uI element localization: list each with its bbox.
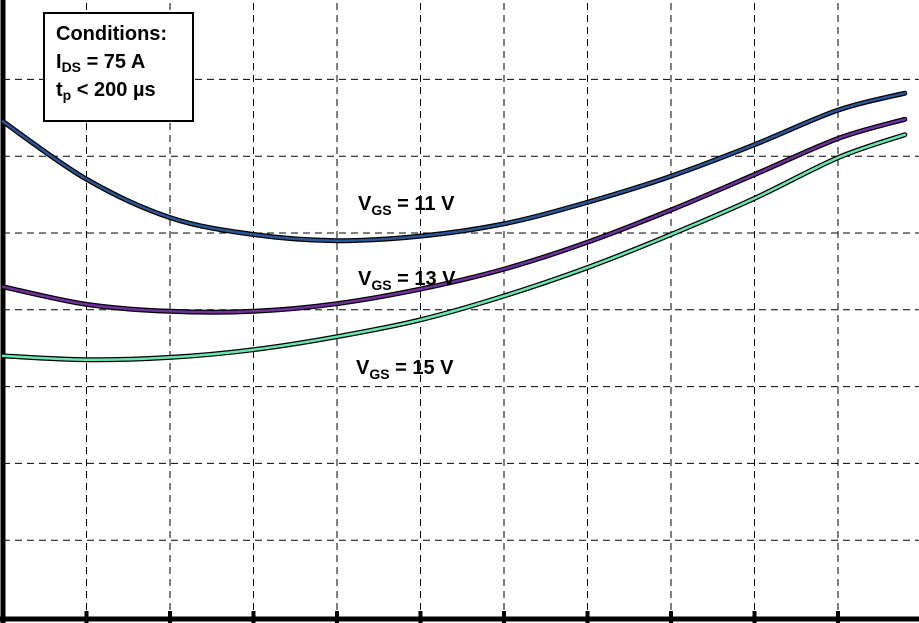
series-label-vgs-11v: VGS = 11 V bbox=[358, 193, 455, 218]
conditions-heading: Conditions: bbox=[56, 23, 168, 45]
conditions-pulse-symbol: t bbox=[56, 79, 63, 101]
conditions-current-value: = 75 A bbox=[81, 51, 146, 73]
conditions-current-symbol: I bbox=[56, 51, 62, 73]
conditions-current: IDS = 75 A bbox=[56, 48, 192, 76]
series-label-vgs-13v: VGS = 13 V bbox=[358, 268, 456, 293]
series-line-vgs-13v bbox=[1, 118, 907, 314]
series-line-vgs-11v bbox=[1, 91, 907, 242]
series-label-vgs-15v: VGS = 15 V bbox=[356, 357, 454, 382]
conditions-pulse: tp < 200 µs bbox=[56, 76, 192, 104]
conditions-pulse-subscript: p bbox=[62, 87, 72, 103]
series-group bbox=[0, 90, 908, 363]
series-line-vgs-15v bbox=[1, 133, 907, 362]
series-labels: VGS = 11 V VGS = 13 V VGS = 15 V bbox=[356, 193, 456, 382]
conditions-box: Conditions: IDS = 75 A tp < 200 µs bbox=[43, 12, 194, 122]
conditions-current-subscript: DS bbox=[61, 59, 82, 75]
conditions-pulse-value: < 200 µs bbox=[71, 79, 156, 101]
